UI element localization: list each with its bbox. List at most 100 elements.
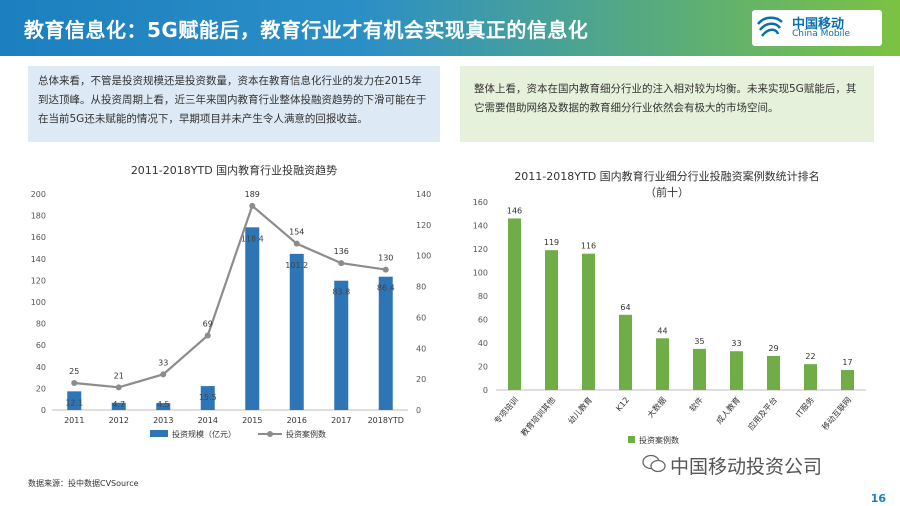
legend-label: 投资案例数 bbox=[639, 435, 679, 445]
bar-data-label: 4.7 bbox=[112, 400, 125, 409]
wechat-icon bbox=[642, 454, 666, 473]
y-right-tick-label: 140 bbox=[416, 190, 431, 199]
bar bbox=[67, 391, 82, 410]
bar-data-label: 118.4 bbox=[241, 234, 264, 243]
x-tick-label: 2013 bbox=[153, 416, 173, 425]
x-tick-label: 成人教育 bbox=[714, 395, 742, 426]
line-point bbox=[160, 371, 167, 378]
y-left-tick-label: 160 bbox=[31, 233, 46, 242]
y-tick-label: 100 bbox=[473, 269, 488, 278]
bar bbox=[378, 276, 393, 410]
legend-swatch bbox=[628, 436, 635, 443]
x-tick-label: 2014 bbox=[198, 416, 218, 425]
line-point bbox=[382, 266, 389, 273]
y-tick-label: 0 bbox=[483, 386, 488, 395]
page-number: 16 bbox=[870, 492, 886, 505]
bar bbox=[693, 348, 706, 390]
bar-data-label: 17 bbox=[842, 358, 852, 367]
y-right-tick-label: 120 bbox=[416, 221, 431, 230]
y-left-tick-label: 200 bbox=[31, 190, 46, 199]
x-tick-label: 2011 bbox=[64, 416, 84, 425]
bar bbox=[245, 227, 260, 410]
left-chart: 0 20 40 60 80 100 120 140 160 180 200 0 20 40 60 80 100 1… bbox=[31, 190, 432, 439]
logo-text-cn: 中国移动 bbox=[792, 17, 845, 32]
china-mobile-logo-icon bbox=[757, 16, 783, 37]
bar bbox=[804, 364, 817, 390]
left-chart-title: 2011-2018YTD 国内教育行业投融资趋势 bbox=[130, 164, 338, 177]
y-left-tick-label: 120 bbox=[31, 276, 46, 285]
bar bbox=[545, 250, 558, 390]
line-series bbox=[74, 203, 386, 389]
bar-data-label: 15.5 bbox=[199, 393, 217, 402]
y-right-tick-label: 60 bbox=[416, 313, 426, 322]
line-point bbox=[293, 240, 300, 247]
line-data-label: 33 bbox=[158, 358, 168, 367]
bar bbox=[767, 355, 780, 390]
line-data-label: 25 bbox=[69, 367, 79, 376]
y-left-tick-label: 0 bbox=[41, 406, 46, 415]
y-left-tick-label: 20 bbox=[36, 384, 46, 393]
y-right-tick-label: 40 bbox=[416, 344, 426, 353]
y-tick-label: 120 bbox=[473, 245, 488, 254]
x-tick-label: 2017 bbox=[331, 416, 351, 425]
line-data-label: 154 bbox=[289, 228, 304, 237]
x-tick-label: K12 bbox=[614, 396, 631, 414]
bar bbox=[200, 386, 215, 410]
x-tick-label: 教育培训其他 bbox=[519, 395, 558, 438]
x-tick-label: 2018YTD bbox=[368, 416, 404, 425]
y-right-tick-label: 100 bbox=[416, 252, 431, 261]
data-source: 数据来源：投中数据CVSource bbox=[28, 479, 139, 488]
line-data-label: 189 bbox=[245, 190, 260, 199]
bar bbox=[111, 402, 126, 410]
y-tick-label: 20 bbox=[478, 363, 488, 372]
watermark: 中国移动投资公司 bbox=[670, 456, 823, 478]
x-tick-label: 移动互联网 bbox=[820, 395, 853, 432]
line-data-label: 21 bbox=[114, 371, 124, 380]
bar bbox=[582, 253, 595, 390]
bar-data-label: 116 bbox=[581, 242, 596, 251]
x-tick-label: 2016 bbox=[287, 416, 307, 425]
bar bbox=[508, 218, 521, 390]
y-left-tick-label: 100 bbox=[31, 298, 46, 307]
bar-data-label: 29 bbox=[768, 344, 778, 353]
line-data-label: 136 bbox=[334, 247, 349, 256]
bar-data-label: 22 bbox=[805, 352, 815, 361]
line-point bbox=[249, 202, 256, 209]
y-left-tick-label: 140 bbox=[31, 255, 46, 264]
x-tick-label: 2015 bbox=[242, 416, 262, 425]
x-tick-label: 应用及平台 bbox=[746, 395, 779, 432]
y-tick-label: 60 bbox=[478, 316, 488, 325]
line-point bbox=[115, 384, 122, 391]
logo-text-en: China Mobile bbox=[792, 29, 851, 39]
bar bbox=[730, 351, 743, 390]
legend-bar-swatch bbox=[150, 430, 168, 437]
bar-data-label: 86.4 bbox=[377, 284, 395, 293]
line-data-label: 130 bbox=[378, 254, 393, 263]
y-right-tick-label: 0 bbox=[416, 406, 421, 415]
y-left-tick-label: 180 bbox=[31, 212, 46, 221]
x-tick-label: 专项培训 bbox=[492, 395, 520, 426]
bar bbox=[619, 314, 632, 390]
bar-data-label: 101.2 bbox=[285, 261, 308, 270]
y-right-tick-label: 80 bbox=[416, 283, 426, 292]
x-tick-label: IT服务 bbox=[793, 395, 816, 419]
page-title: 教育信息化：5G赋能后，教育行业才有机会实现真正的信息化 bbox=[24, 18, 589, 42]
bar bbox=[156, 403, 171, 410]
right-chart-subtitle: （前十） bbox=[645, 186, 689, 199]
title-bar: 教育信息化：5G赋能后，教育行业才有机会实现真正的信息化 中国移动 China … bbox=[0, 0, 900, 56]
bar-data-label: 119 bbox=[544, 238, 559, 247]
line-data-label: 69 bbox=[203, 319, 213, 328]
bar bbox=[334, 280, 349, 410]
y-left-tick-label: 60 bbox=[36, 341, 46, 350]
bar-data-label: 35 bbox=[694, 337, 704, 346]
right-chart-title: 2011-2018YTD 国内教育行业细分行业投融资案例数统计排名 bbox=[514, 170, 820, 183]
right-chart: 0 20 40 60 80 100 120 140 160 146 专项培训 119 教育培训其他 116… bbox=[473, 198, 866, 445]
right-summary-box: 整体上看，资本在国内教育细分行业的注入相对较为均衡。未来实现5G赋能后，其它需要… bbox=[460, 66, 874, 142]
china-mobile-logo: 中国移动 China Mobile bbox=[752, 10, 882, 46]
y-right-tick-label: 20 bbox=[416, 375, 426, 384]
y-tick-label: 160 bbox=[473, 198, 488, 207]
bar-data-label: 44 bbox=[657, 326, 667, 335]
legend-line-marker bbox=[267, 431, 273, 437]
line-point bbox=[338, 260, 345, 267]
y-tick-label: 140 bbox=[473, 222, 488, 231]
